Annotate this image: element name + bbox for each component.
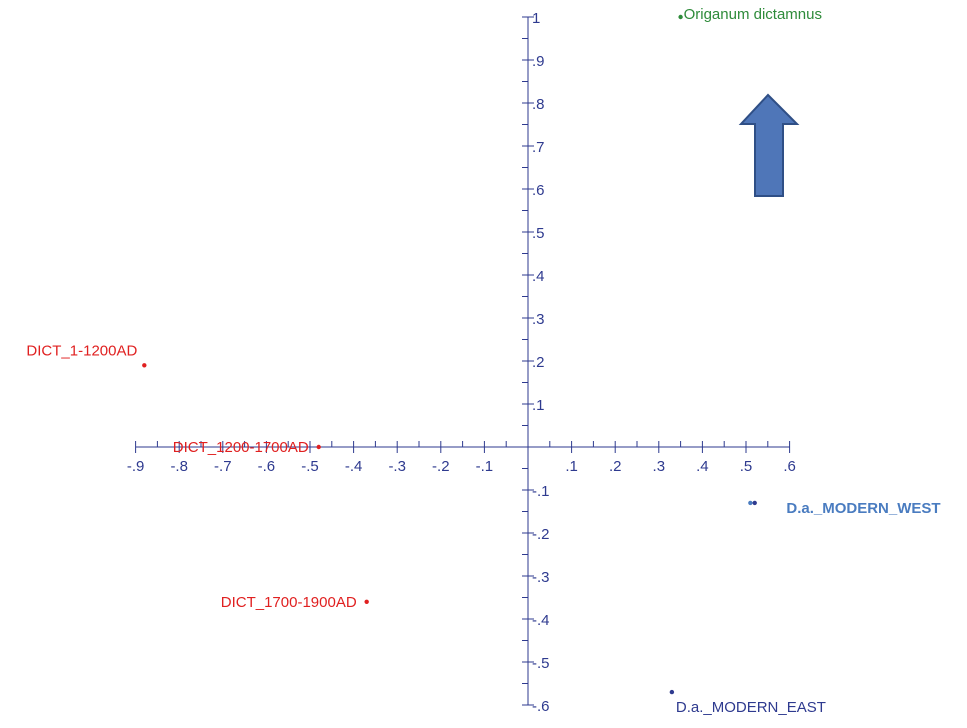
y-tick-label: -.3: [532, 569, 550, 586]
y-tick-label: 1: [532, 10, 540, 27]
y-tick-label: .1: [532, 397, 545, 414]
point-label: DICT_1200-1700AD: [173, 439, 309, 456]
y-tick-label: .4: [532, 268, 545, 285]
x-tick-label: .4: [696, 458, 709, 475]
data-point: [142, 363, 146, 367]
y-tick-label: -.2: [532, 526, 550, 543]
x-tick-label: -.3: [388, 458, 406, 475]
y-tick-label: -.5: [532, 655, 550, 672]
x-tick-label: .1: [565, 458, 578, 475]
data-point: [364, 600, 368, 604]
point-label: D.a._MODERN_EAST: [676, 699, 826, 716]
x-tick-label: .6: [783, 458, 796, 475]
data-point: [670, 690, 674, 694]
y-tick-label: .6: [532, 182, 545, 199]
y-tick-label: -.4: [532, 612, 550, 629]
y-tick-label: .8: [532, 96, 545, 113]
x-tick-label: -.2: [432, 458, 450, 475]
y-tick-label: -.1: [532, 483, 550, 500]
x-tick-label: -.5: [301, 458, 319, 475]
y-tick-label: .5: [532, 225, 545, 242]
x-tick-label: .3: [653, 458, 666, 475]
point-label: D.a._MODERN_WEST: [786, 500, 940, 517]
y-tick-label: .9: [532, 53, 545, 70]
point-label: Origanum dictamnus: [684, 6, 822, 23]
x-tick-label: -.1: [476, 458, 494, 475]
data-points: [142, 15, 757, 695]
x-tick-label: -.7: [214, 458, 232, 475]
y-tick-label: .2: [532, 354, 545, 371]
y-tick-label: .3: [532, 311, 545, 328]
x-tick-label: -.6: [258, 458, 276, 475]
data-point: [748, 501, 752, 505]
x-tick-label: .5: [740, 458, 753, 475]
x-tick-label: -.9: [127, 458, 145, 475]
annotations: [741, 95, 797, 196]
x-tick-label: -.4: [345, 458, 363, 475]
data-point: [753, 501, 757, 505]
up-arrow-icon: [741, 95, 797, 196]
y-tick-label: .7: [532, 139, 545, 156]
data-point: [317, 445, 321, 449]
data-point: [678, 15, 682, 19]
point-labels: Origanum dictamnus DICT_1-1200AD DICT_1200…: [26, 6, 940, 716]
point-label: DICT_1-1200AD: [26, 342, 137, 359]
point-label: DICT_1700-1900AD: [221, 594, 357, 611]
x-tick-label: -.8: [170, 458, 188, 475]
x-tick-label: .2: [609, 458, 622, 475]
y-tick-label: -.6: [532, 698, 550, 715]
